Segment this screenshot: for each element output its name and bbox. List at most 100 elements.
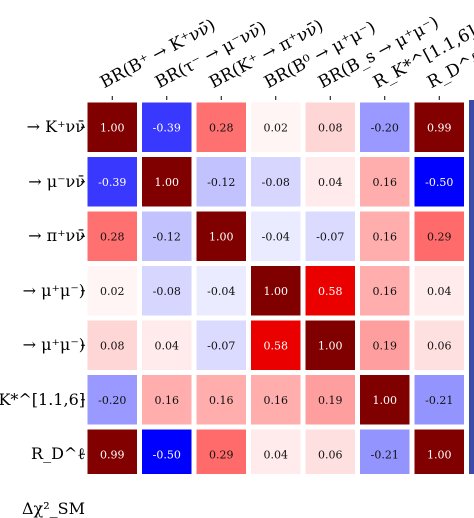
cell-value-1-5: 0.16 (373, 176, 398, 189)
heatmap-cell-4-6 (414, 320, 464, 370)
cell-value-1-4: 0.04 (318, 176, 343, 189)
heatmap-cell-1-2 (196, 157, 246, 207)
row-label-7: Δχ²_SM (21, 498, 85, 518)
heatmap-cell-6-0 (87, 429, 137, 474)
cell-value-5-6: -0.21 (425, 394, 453, 407)
row-label-6: R_D^ℓ (31, 444, 85, 464)
heatmap-cell-5-5 (360, 375, 410, 425)
heatmap-cell-1-3 (251, 157, 301, 207)
heatmap-cell-4-3 (251, 320, 301, 370)
heatmap-cell-2-2 (196, 211, 246, 261)
cell-value-4-1: 0.04 (155, 339, 180, 352)
row-label-5: R_K*^[1.1,6] (0, 389, 85, 409)
cell-value-2-4: -0.07 (316, 230, 344, 243)
cell-value-4-0: 0.08 (100, 339, 125, 352)
cell-value-1-1: 1.00 (155, 176, 180, 189)
heatmap-cell-0-3 (251, 102, 301, 152)
heatmap-cell-4-4 (305, 320, 355, 370)
cell-value-4-5: 0.19 (373, 339, 398, 352)
heatmap-cell-6-5 (360, 429, 410, 474)
cell-value-4-6: 0.06 (427, 339, 452, 352)
heatmap-cell-6-4 (305, 429, 355, 474)
heatmap-cell-6-3 (251, 429, 301, 474)
heatmap-cell-3-3 (251, 266, 301, 316)
cell-value-3-1: -0.08 (153, 285, 181, 298)
colorbar-edge (469, 100, 474, 474)
heatmap-cell-5-3 (251, 375, 301, 425)
cell-value-6-6: 1.00 (427, 448, 452, 461)
heatmap-cell-0-5 (360, 102, 410, 152)
heatmap-cell-0-6 (414, 102, 464, 152)
cell-value-2-3: -0.04 (262, 230, 290, 243)
heatmap-cell-5-0 (87, 375, 137, 425)
heatmap-cell-1-0 (87, 157, 137, 207)
heatmap-cell-3-2 (196, 266, 246, 316)
heatmap-cell-2-5 (360, 211, 410, 261)
heatmap-cell-2-6 (414, 211, 464, 261)
heatmap-cell-2-0 (87, 211, 137, 261)
heatmap-cell-3-0 (87, 266, 137, 316)
row-label-1: → μ⁻νν̄ (28, 171, 85, 191)
cell-value-5-5: 1.00 (373, 394, 398, 407)
heatmap-cell-4-1 (142, 320, 192, 370)
heatmap-cell-6-1 (142, 429, 192, 474)
heatmap-cell-4-0 (87, 320, 137, 370)
cell-value-5-1: 0.16 (155, 394, 180, 407)
heatmap-cell-2-1 (142, 211, 192, 261)
heatmap-cell-1-4 (305, 157, 355, 207)
cell-value-6-4: 0.06 (318, 448, 343, 461)
cell-value-4-4: 1.00 (318, 339, 343, 352)
cell-value-2-2: 1.00 (209, 230, 234, 243)
row-label-3: → μ⁺μ⁻) (22, 280, 85, 300)
heatmap-cell-5-4 (305, 375, 355, 425)
cell-value-1-2: -0.12 (207, 176, 235, 189)
cell-value-0-3: 0.02 (264, 121, 289, 134)
cell-value-3-5: 0.16 (373, 285, 398, 298)
cell-value-6-2: 0.29 (209, 448, 234, 461)
cell-value-1-3: -0.08 (262, 176, 290, 189)
cell-value-6-0: 0.99 (100, 448, 125, 461)
cell-value-2-6: 0.29 (427, 230, 452, 243)
correlation-heatmap: 1.00-0.390.280.020.08-0.200.99-0.01-0.39… (0, 13, 474, 517)
cell-value-0-1: -0.39 (153, 121, 181, 134)
cell-value-6-3: 0.04 (264, 448, 289, 461)
cell-value-0-4: 0.08 (318, 121, 343, 134)
cell-value-2-0: 0.28 (100, 230, 125, 243)
cell-value-3-6: 0.04 (427, 285, 452, 298)
heatmap-cell-5-2 (196, 375, 246, 425)
cell-value-2-5: 0.16 (373, 230, 398, 243)
heatmap-cell-2-4 (305, 211, 355, 261)
cell-value-3-3: 1.00 (264, 285, 289, 298)
heatmap-cell-1-5 (360, 157, 410, 207)
cell-value-3-2: -0.04 (207, 285, 235, 298)
cell-value-3-0: 0.02 (100, 285, 125, 298)
cell-value-4-2: -0.07 (207, 339, 235, 352)
heatmap-plot: 1.00-0.390.280.020.08-0.200.99-0.01-0.39… (81, 96, 474, 474)
cell-value-5-0: -0.20 (98, 394, 126, 407)
heatmap-cell-3-5 (360, 266, 410, 316)
heatmap-cell-6-2 (196, 429, 246, 474)
heatmap-cell-3-1 (142, 266, 192, 316)
heatmap-cell-5-1 (142, 375, 192, 425)
cell-value-0-6: 0.99 (427, 121, 452, 134)
heatmap-cell-4-2 (196, 320, 246, 370)
heatmap-cell-3-6 (414, 266, 464, 316)
heatmap-cell-0-0 (87, 102, 137, 152)
heatmap-cell-1-1 (142, 157, 192, 207)
cell-value-6-1: -0.50 (153, 448, 181, 461)
cell-value-0-5: -0.20 (371, 121, 399, 134)
row-label-2: → π⁺νν̄ (28, 226, 85, 246)
cell-value-6-5: -0.21 (371, 448, 399, 461)
heatmap-cell-0-4 (305, 102, 355, 152)
heatmap-cell-0-2 (196, 102, 246, 152)
cell-value-2-1: -0.12 (153, 230, 181, 243)
cell-value-5-4: 0.19 (318, 394, 343, 407)
heatmap-cell-1-6 (414, 157, 464, 207)
heatmap-cell-6-6 (414, 429, 464, 474)
row-label-0: → K⁺νν̄ (26, 117, 85, 137)
heatmap-cell-3-4 (305, 266, 355, 316)
heatmap-cell-4-5 (360, 320, 410, 370)
cell-value-1-0: -0.39 (98, 176, 126, 189)
heatmap-cell-5-6 (414, 375, 464, 425)
cell-value-1-6: -0.50 (425, 176, 453, 189)
